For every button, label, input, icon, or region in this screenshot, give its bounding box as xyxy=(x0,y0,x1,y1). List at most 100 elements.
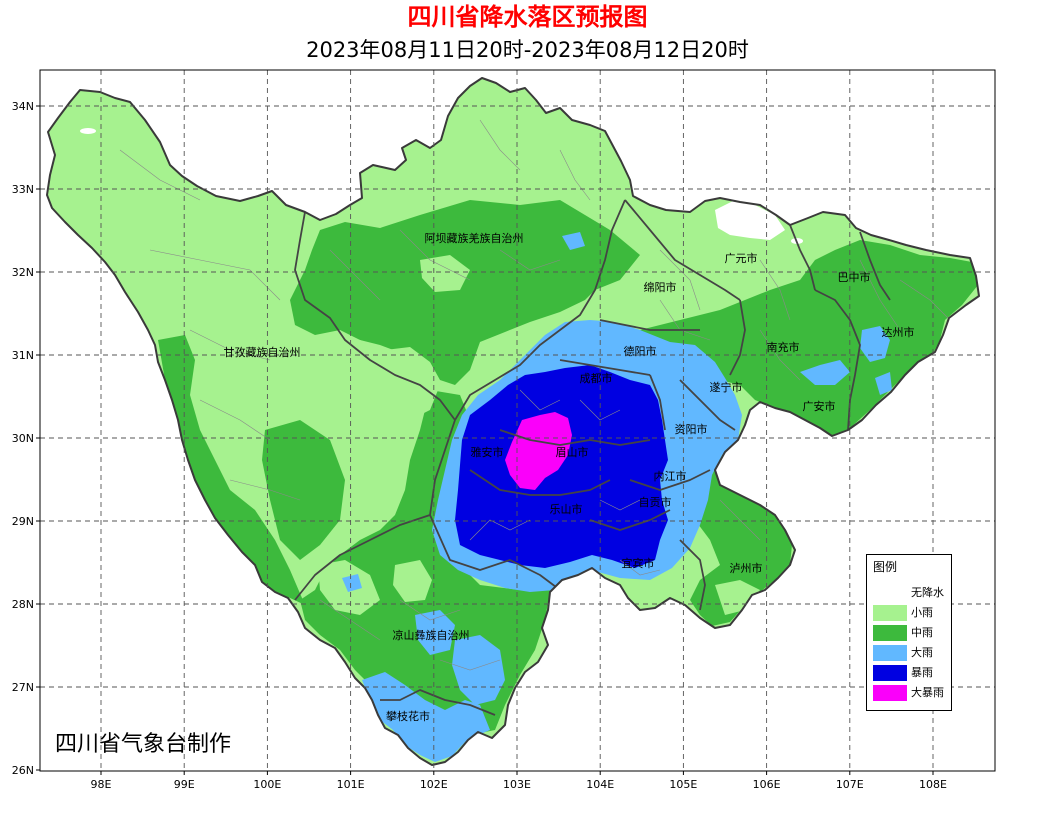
place-label-panzhihua: 攀枝花市 xyxy=(386,709,430,723)
lon-tick-label: 105E xyxy=(669,778,697,791)
lon-tick-label: 98E xyxy=(91,778,112,791)
lat-tick-label: 32N xyxy=(12,266,34,279)
place-label-ziyang: 资阳市 xyxy=(675,422,708,436)
county-boundary xyxy=(519,389,561,411)
prefecture-boundary xyxy=(589,509,671,531)
prefecture-boundary xyxy=(624,199,741,301)
rain-zone-heavy xyxy=(362,672,490,762)
prefecture-boundary xyxy=(429,514,561,591)
legend-swatch xyxy=(873,665,907,681)
place-label-ganzi: 甘孜藏族自治州 xyxy=(224,345,301,359)
county-boundary xyxy=(599,499,641,511)
lon-tick-label: 100E xyxy=(253,778,281,791)
prefecture-boundary xyxy=(629,469,711,491)
legend-item-no-rain: 无降水 xyxy=(873,585,949,601)
legend-label: 大暴雨 xyxy=(911,686,944,699)
lon-tick-label: 106E xyxy=(753,778,781,791)
place-label-deyang: 德阳市 xyxy=(624,344,657,358)
prefecture-boundary xyxy=(454,199,626,421)
place-label-neijiang: 内江市 xyxy=(654,469,687,483)
place-label-yibin: 宜宾市 xyxy=(622,556,655,570)
county-boundary xyxy=(479,119,521,171)
no-rain-zone xyxy=(715,200,785,240)
place-label-guangan: 广安市 xyxy=(803,399,836,413)
county-boundary xyxy=(439,659,501,671)
county-boundary xyxy=(199,399,271,441)
legend-label: 无降水 xyxy=(911,586,944,599)
legend: 图例 无降水 小雨 中雨 大雨 暴雨 大暴雨 xyxy=(866,554,952,711)
legend-title: 图例 xyxy=(873,560,898,574)
place-label-aba: 阿坝藏族羌族自治州 xyxy=(425,231,524,245)
rain-zone-heavy xyxy=(875,372,892,395)
prefecture-boundary xyxy=(599,319,700,331)
credit-text: 四川省气象台制作 xyxy=(55,732,232,757)
county-boundary xyxy=(899,279,951,321)
legend-label: 暴雨 xyxy=(911,666,933,679)
axis-ticks: 34N 33N 32N 31N 30N 29N 28N 27N 26N 98E 99E 100E 101… xyxy=(12,100,947,791)
legend-label: 大雨 xyxy=(911,646,933,659)
lon-tick-label: 104E xyxy=(586,778,614,791)
legend-item-rainstorm: 暴雨 xyxy=(873,665,949,681)
prefecture-boundary xyxy=(499,429,651,446)
rain-zone-heavy xyxy=(452,635,505,705)
rain-zone-light xyxy=(420,255,470,292)
place-label-yaan: 雅安市 xyxy=(471,445,504,459)
rain-zone-heavy xyxy=(415,610,455,655)
county-boundary xyxy=(229,479,301,501)
map-title: 四川省降水落区预报图 xyxy=(407,3,648,31)
county-boundary xyxy=(659,249,701,311)
county-boundary xyxy=(619,559,661,576)
rain-zone-light xyxy=(393,560,432,602)
legend-item-moderate-rain: 中雨 xyxy=(873,625,949,641)
prefecture-boundary xyxy=(649,374,666,431)
rain-zone-moderate xyxy=(290,200,640,385)
county-boundary xyxy=(119,149,201,201)
prefecture-boundary xyxy=(380,689,496,716)
prefecture-boundary xyxy=(729,299,746,376)
rain-zone-heavy xyxy=(800,360,850,385)
graticule xyxy=(40,70,995,771)
legend-label: 中雨 xyxy=(911,626,933,639)
place-label-liangshan: 凉山彝族自治州 xyxy=(393,628,470,642)
rain-zone-moderate xyxy=(685,450,792,626)
legend-swatch xyxy=(873,625,907,641)
county-boundary xyxy=(399,599,461,621)
prefecture-boundary xyxy=(789,224,816,291)
rain-zone-rainstorm xyxy=(455,365,668,568)
county-boundary xyxy=(859,259,901,331)
county-boundary xyxy=(579,399,621,421)
rain-zone-moderate xyxy=(640,240,978,436)
county-boundary xyxy=(469,519,531,541)
prefecture-boundary xyxy=(469,469,611,496)
lake-patch xyxy=(80,128,96,134)
prefecture-boundary xyxy=(294,211,456,421)
lat-tick-label: 33N xyxy=(12,183,34,196)
rain-zone-heavy xyxy=(860,326,890,362)
place-label-dazhou: 达州市 xyxy=(882,325,915,339)
lat-tick-label: 34N xyxy=(12,100,34,113)
place-label-suining: 遂宁市 xyxy=(710,380,743,394)
lat-tick-label: 27N xyxy=(12,681,34,694)
lon-tick-label: 101E xyxy=(337,778,365,791)
lat-tick-label: 29N xyxy=(12,515,34,528)
lat-tick-label: 31N xyxy=(12,349,34,362)
county-boundary xyxy=(319,599,381,641)
county-boundary xyxy=(559,149,591,201)
prefecture-boundary xyxy=(859,231,891,301)
legend-label: 小雨 xyxy=(911,606,933,619)
lon-tick-label: 107E xyxy=(836,778,864,791)
rain-zones xyxy=(80,128,978,762)
county-boundary xyxy=(149,249,281,301)
rain-zone-moderate xyxy=(158,335,305,605)
lat-tick-label: 30N xyxy=(12,432,34,445)
prefecture-boundary xyxy=(294,419,456,601)
place-label-leshan: 乐山市 xyxy=(550,502,583,516)
legend-swatch xyxy=(873,605,907,621)
place-label-luzhou: 泸州市 xyxy=(730,561,763,575)
place-labels: 阿坝藏族羌族自治州 甘孜藏族自治州 凉山彝族自治州 攀枝花市 广元市 巴中市 绵… xyxy=(224,231,915,723)
lon-tick-label: 102E xyxy=(420,778,448,791)
prefecture-boundary xyxy=(679,539,706,611)
rain-zone-heavy-rainstorm xyxy=(505,412,572,490)
rain-zone-light xyxy=(715,580,760,615)
